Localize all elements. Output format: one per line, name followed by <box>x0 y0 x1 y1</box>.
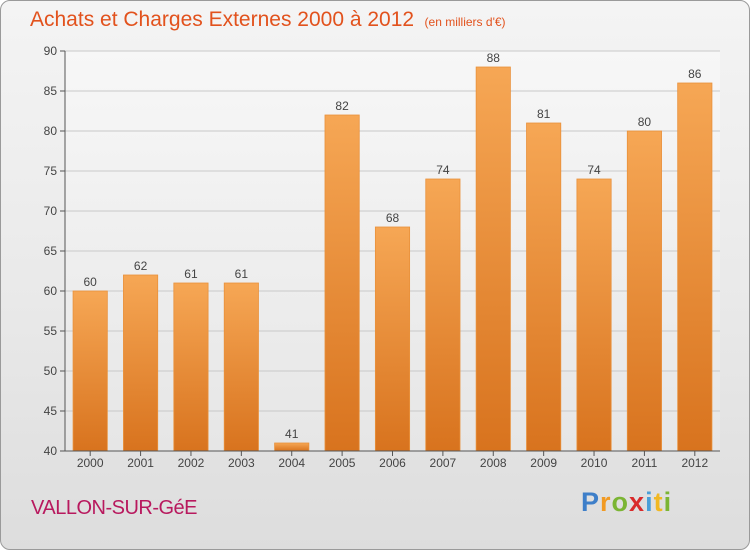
commune-name: VALLON-SUR-GéE <box>31 497 198 519</box>
bar-value-label: 41 <box>285 427 299 441</box>
bar <box>425 178 461 452</box>
x-tick-label: 2003 <box>228 456 255 470</box>
bar <box>173 282 209 452</box>
x-tick-label: 2002 <box>178 456 205 470</box>
chart-header: Achats et Charges Externes 2000 à 2012 (… <box>30 8 506 32</box>
y-tick-label: 60 <box>44 284 58 298</box>
bar <box>72 290 108 452</box>
x-tick-label: 2000 <box>77 456 104 470</box>
bar-value-label: 61 <box>235 267 249 281</box>
bar-value-label: 60 <box>84 275 98 289</box>
x-tick-label: 2012 <box>681 456 708 470</box>
y-tick-label: 75 <box>44 164 58 178</box>
x-tick-label: 2001 <box>127 456 154 470</box>
chart-subtitle: (en milliers d'€) <box>424 15 506 29</box>
bar <box>324 114 360 452</box>
bar <box>626 130 662 452</box>
bar <box>576 178 612 452</box>
bar-value-label: 81 <box>537 107 551 121</box>
logo-letter: x <box>629 487 646 517</box>
y-tick-label: 45 <box>44 404 58 418</box>
chart-title: Achats et Charges Externes 2000 à 2012 <box>30 8 415 31</box>
x-tick-label: 2007 <box>430 456 457 470</box>
bar <box>274 442 310 452</box>
x-tick-label: 2004 <box>278 456 305 470</box>
bar-value-label: 74 <box>436 163 450 177</box>
logo-letter: o <box>611 487 630 517</box>
bar <box>374 226 411 452</box>
bar <box>223 282 259 452</box>
logo-letter: P <box>581 487 601 517</box>
bar-value-label: 62 <box>134 259 148 273</box>
x-tick-label: 2008 <box>480 456 507 470</box>
logo-letter: i <box>663 487 673 517</box>
y-tick-label: 40 <box>44 444 58 458</box>
bar-layer: 60 62 61 61 41 82 68 74 88 81 74 80 86 <box>72 51 713 452</box>
bar <box>475 66 511 452</box>
bar-value-label: 74 <box>587 163 601 177</box>
x-tick-label: 2009 <box>530 456 557 470</box>
y-tick-label: 80 <box>44 124 58 138</box>
y-tick-label: 70 <box>44 204 58 218</box>
y-tick-label: 55 <box>44 324 58 338</box>
bar <box>123 274 159 452</box>
bar <box>526 122 562 452</box>
x-tick-label: 2005 <box>329 456 356 470</box>
x-tick-label: 2006 <box>379 456 406 470</box>
y-tick-label: 50 <box>44 364 58 378</box>
y-tick-label: 90 <box>44 44 58 58</box>
bar-value-label: 80 <box>638 115 652 129</box>
bar-value-label: 82 <box>335 99 349 113</box>
bar-value-label: 61 <box>184 267 198 281</box>
y-tick-label: 65 <box>44 244 58 258</box>
logo-letter: t <box>653 487 664 517</box>
logo-letter: i <box>645 487 654 517</box>
proxiti-logo: Proxiti <box>581 487 672 518</box>
axis-layer: 40 45 50 55 60 65 70 75 80 85 90 2000 2001 2002 2003 20… <box>44 44 720 470</box>
bar <box>677 82 713 452</box>
bar-value-label: 88 <box>487 51 501 65</box>
bar-value-label: 68 <box>386 211 400 225</box>
x-tick-label: 2011 <box>632 456 658 470</box>
x-tick-label: 2010 <box>581 456 608 470</box>
logo-letter: r <box>600 487 612 517</box>
bar-value-label: 86 <box>688 67 702 81</box>
y-tick-label: 85 <box>44 84 58 98</box>
